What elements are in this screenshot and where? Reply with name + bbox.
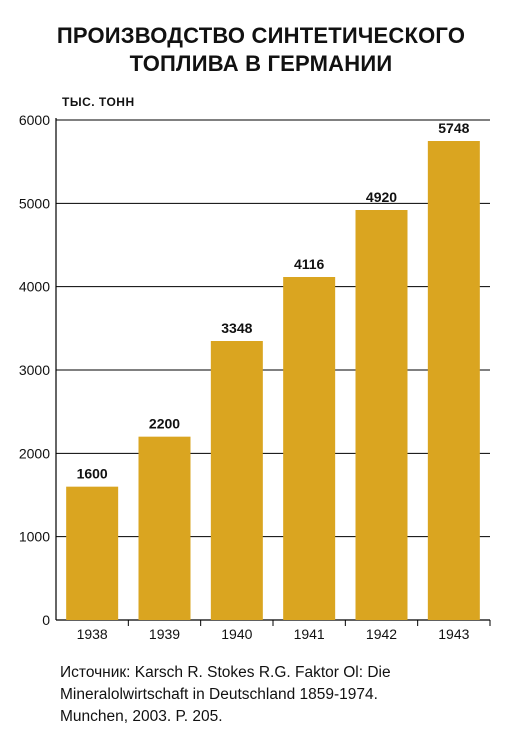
chart-title: ПРОИЗВОДСТВО СИНТЕТИЧЕСКОГО ТОПЛИВА В ГЕ… (0, 22, 522, 78)
source-line-1: Источник: Karsch R. Stokes R.G. Faktor O… (60, 664, 391, 681)
x-tick-label: 1943 (438, 626, 469, 642)
bar-1941 (283, 277, 336, 620)
bar-chart: 0 1000 2000 3000 4000 5000 6000 ТЫС. ТОНН 1600 19… (19, 95, 491, 642)
bar-1939 (138, 436, 191, 620)
chart-title-line-1: ПРОИЗВОДСТВО СИНТЕТИЧЕСКОГО (56, 23, 466, 48)
y-axis-label: ТЫС. ТОНН (62, 95, 135, 109)
source-line-3: Munchen, 2003. P. 205. (60, 708, 223, 725)
y-tick-label: 6000 (19, 112, 50, 128)
y-tick-label: 1000 (19, 529, 50, 545)
y-tick-label: 2000 (19, 445, 50, 461)
data-label: 2200 (149, 416, 180, 432)
source-note: Источник: Karsch R. Stokes R.G. Faktor O… (60, 662, 490, 728)
x-tick-label: 1939 (149, 626, 180, 642)
y-tick-label: 0 (42, 612, 50, 628)
data-label: 4920 (366, 189, 397, 205)
source-line-2: Mineralolwirtschaft in Deutschland 1859-… (60, 686, 378, 703)
data-label: 4116 (294, 256, 325, 272)
bar-1943 (427, 141, 480, 620)
x-tick-label: 1940 (221, 626, 252, 642)
x-tick-label: 1938 (77, 626, 108, 642)
data-label: 1600 (77, 466, 108, 482)
bar-1940 (210, 341, 263, 620)
y-tick-label: 4000 (19, 279, 50, 295)
y-tick-label: 3000 (19, 362, 50, 378)
bar-1938 (66, 486, 119, 620)
data-label: 5748 (438, 120, 469, 136)
data-label: 3348 (221, 320, 252, 336)
bar-1942 (355, 210, 408, 620)
y-tick-label: 5000 (19, 195, 50, 211)
x-tick-label: 1942 (366, 626, 397, 642)
chart-title-line-2: ТОПЛИВА В ГЕРМАНИИ (129, 51, 393, 76)
x-tick-label: 1941 (294, 626, 325, 642)
